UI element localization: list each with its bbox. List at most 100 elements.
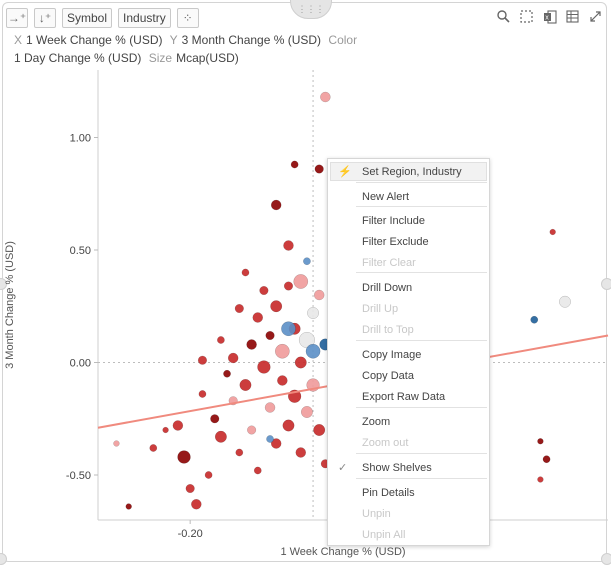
data-point [113, 440, 120, 447]
data-point [530, 315, 539, 324]
data-point [300, 406, 313, 418]
data-point [305, 343, 321, 359]
toolbar-left: →⁺ ↓⁺ Symbol Industry ⁘ [6, 8, 199, 28]
menu-item-new-alert[interactable]: New Alert [362, 191, 410, 203]
industry-chip[interactable]: Industry [118, 8, 171, 28]
data-point [264, 402, 276, 413]
menu-separator [356, 182, 487, 183]
data-point [293, 274, 309, 289]
shelf-color-key: Color [328, 33, 358, 47]
shelf-x-value[interactable]: 1 Week Change % (USD) [26, 33, 163, 47]
menu-item-drill-up: Drill Up [362, 303, 399, 315]
data-point [290, 160, 299, 169]
data-point [185, 483, 195, 494]
data-point [274, 343, 290, 359]
menu-item-show-shelves[interactable]: Show Shelves [362, 462, 432, 474]
toolbar-right: x [496, 9, 603, 24]
data-point [295, 447, 307, 458]
menu-item-set-region-industry[interactable]: Set Region, Industry [362, 166, 462, 178]
data-point [197, 355, 208, 365]
x-axis-title: 1 Week Change % (USD) [280, 546, 405, 558]
data-point [253, 466, 262, 475]
data-point [281, 321, 296, 337]
data-point [247, 425, 257, 435]
data-point [320, 91, 331, 103]
lightning-icon: ⚡ [338, 166, 352, 178]
scatter-icon[interactable]: ⁘ [176, 8, 199, 28]
data-point [227, 352, 239, 364]
data-point [294, 356, 307, 369]
data-point [191, 499, 202, 510]
data-point [266, 435, 274, 443]
data-point [559, 295, 571, 308]
menu-item-zoom[interactable]: Zoom [362, 416, 391, 428]
sort-icon[interactable]: ↓⁺ [34, 8, 56, 28]
menu-item-drill-down[interactable]: Drill Down [362, 282, 413, 294]
menu-item-zoom-out: Zoom out [362, 437, 409, 449]
data-point [282, 419, 295, 432]
data-point [210, 414, 220, 424]
shelf-color-value[interactable]: 1 Day Change % (USD) [14, 51, 142, 65]
data-point [217, 336, 225, 344]
data-point [259, 285, 269, 296]
menu-item-copy-image[interactable]: Copy Image [362, 349, 422, 361]
menu-item-export-raw-data[interactable]: Export Raw Data [362, 391, 446, 403]
menu-item-filter-include[interactable]: Filter Include [362, 215, 425, 227]
y-axis-title: 3 Month Change % (USD) [4, 241, 16, 369]
menu-separator [356, 206, 487, 207]
menu-separator [356, 478, 487, 479]
select-icon[interactable] [519, 9, 534, 24]
menu-highlight-row [330, 162, 487, 181]
add-axis-icon[interactable]: →⁺ [6, 8, 28, 28]
data-point [234, 303, 244, 314]
menu-item-pin-details[interactable]: Pin Details [362, 487, 415, 499]
svg-text:x: x [545, 14, 549, 21]
data-point [303, 257, 311, 266]
y-tick-label: 1.00 [70, 133, 91, 145]
search-icon[interactable] [496, 9, 511, 24]
data-point [162, 426, 169, 434]
checkmark-icon: ✓ [338, 462, 348, 474]
data-point [277, 375, 288, 386]
menu-separator [356, 453, 487, 454]
data-point [542, 455, 551, 464]
context-menu: Set Region, Industry ⚡ New Alert Filter Inc… [327, 158, 490, 546]
data-point [246, 339, 257, 350]
menu-item-drill-to-top: Drill to Top [362, 324, 414, 336]
data-point [537, 438, 544, 445]
data-point [313, 424, 326, 436]
y-tick-label: 0.00 [70, 358, 91, 370]
shelf-y-value[interactable]: 3 Month Change % (USD) [181, 33, 322, 47]
resize-handle-bottom-right[interactable] [601, 553, 611, 565]
expand-icon[interactable] [588, 9, 603, 24]
y-tick-label: -0.50 [66, 470, 91, 482]
data-point [125, 503, 132, 510]
menu-item-unpin: Unpin [362, 508, 391, 520]
x-tick-label: -0.20 [178, 528, 203, 540]
menu-item-filter-clear: Filter Clear [362, 257, 416, 269]
data-point [214, 430, 227, 443]
excel-export-icon[interactable]: x [542, 9, 557, 24]
shelf-size-value[interactable]: Mcap(USD) [176, 51, 239, 65]
symbol-chip[interactable]: Symbol [62, 8, 113, 28]
data-point [149, 444, 158, 452]
menu-separator [356, 407, 487, 408]
menu-item-copy-data[interactable]: Copy Data [362, 370, 414, 382]
grip-icon: ⋮⋮⋮ [297, 3, 325, 14]
data-point [314, 164, 324, 174]
menu-item-filter-exclude[interactable]: Filter Exclude [362, 236, 429, 248]
data-point [549, 228, 556, 236]
data-point [239, 379, 252, 391]
shelf-size-key: Size [148, 51, 173, 65]
table-icon[interactable] [565, 9, 580, 24]
data-point [257, 360, 271, 374]
resize-handle-right[interactable] [601, 278, 611, 290]
shelf-y-key: Y [169, 33, 178, 47]
data-point [204, 471, 213, 479]
menu-item-unpin-all: Unpin All [362, 529, 406, 541]
data-point [270, 300, 283, 313]
data-point [241, 268, 250, 277]
data-point [283, 281, 294, 291]
